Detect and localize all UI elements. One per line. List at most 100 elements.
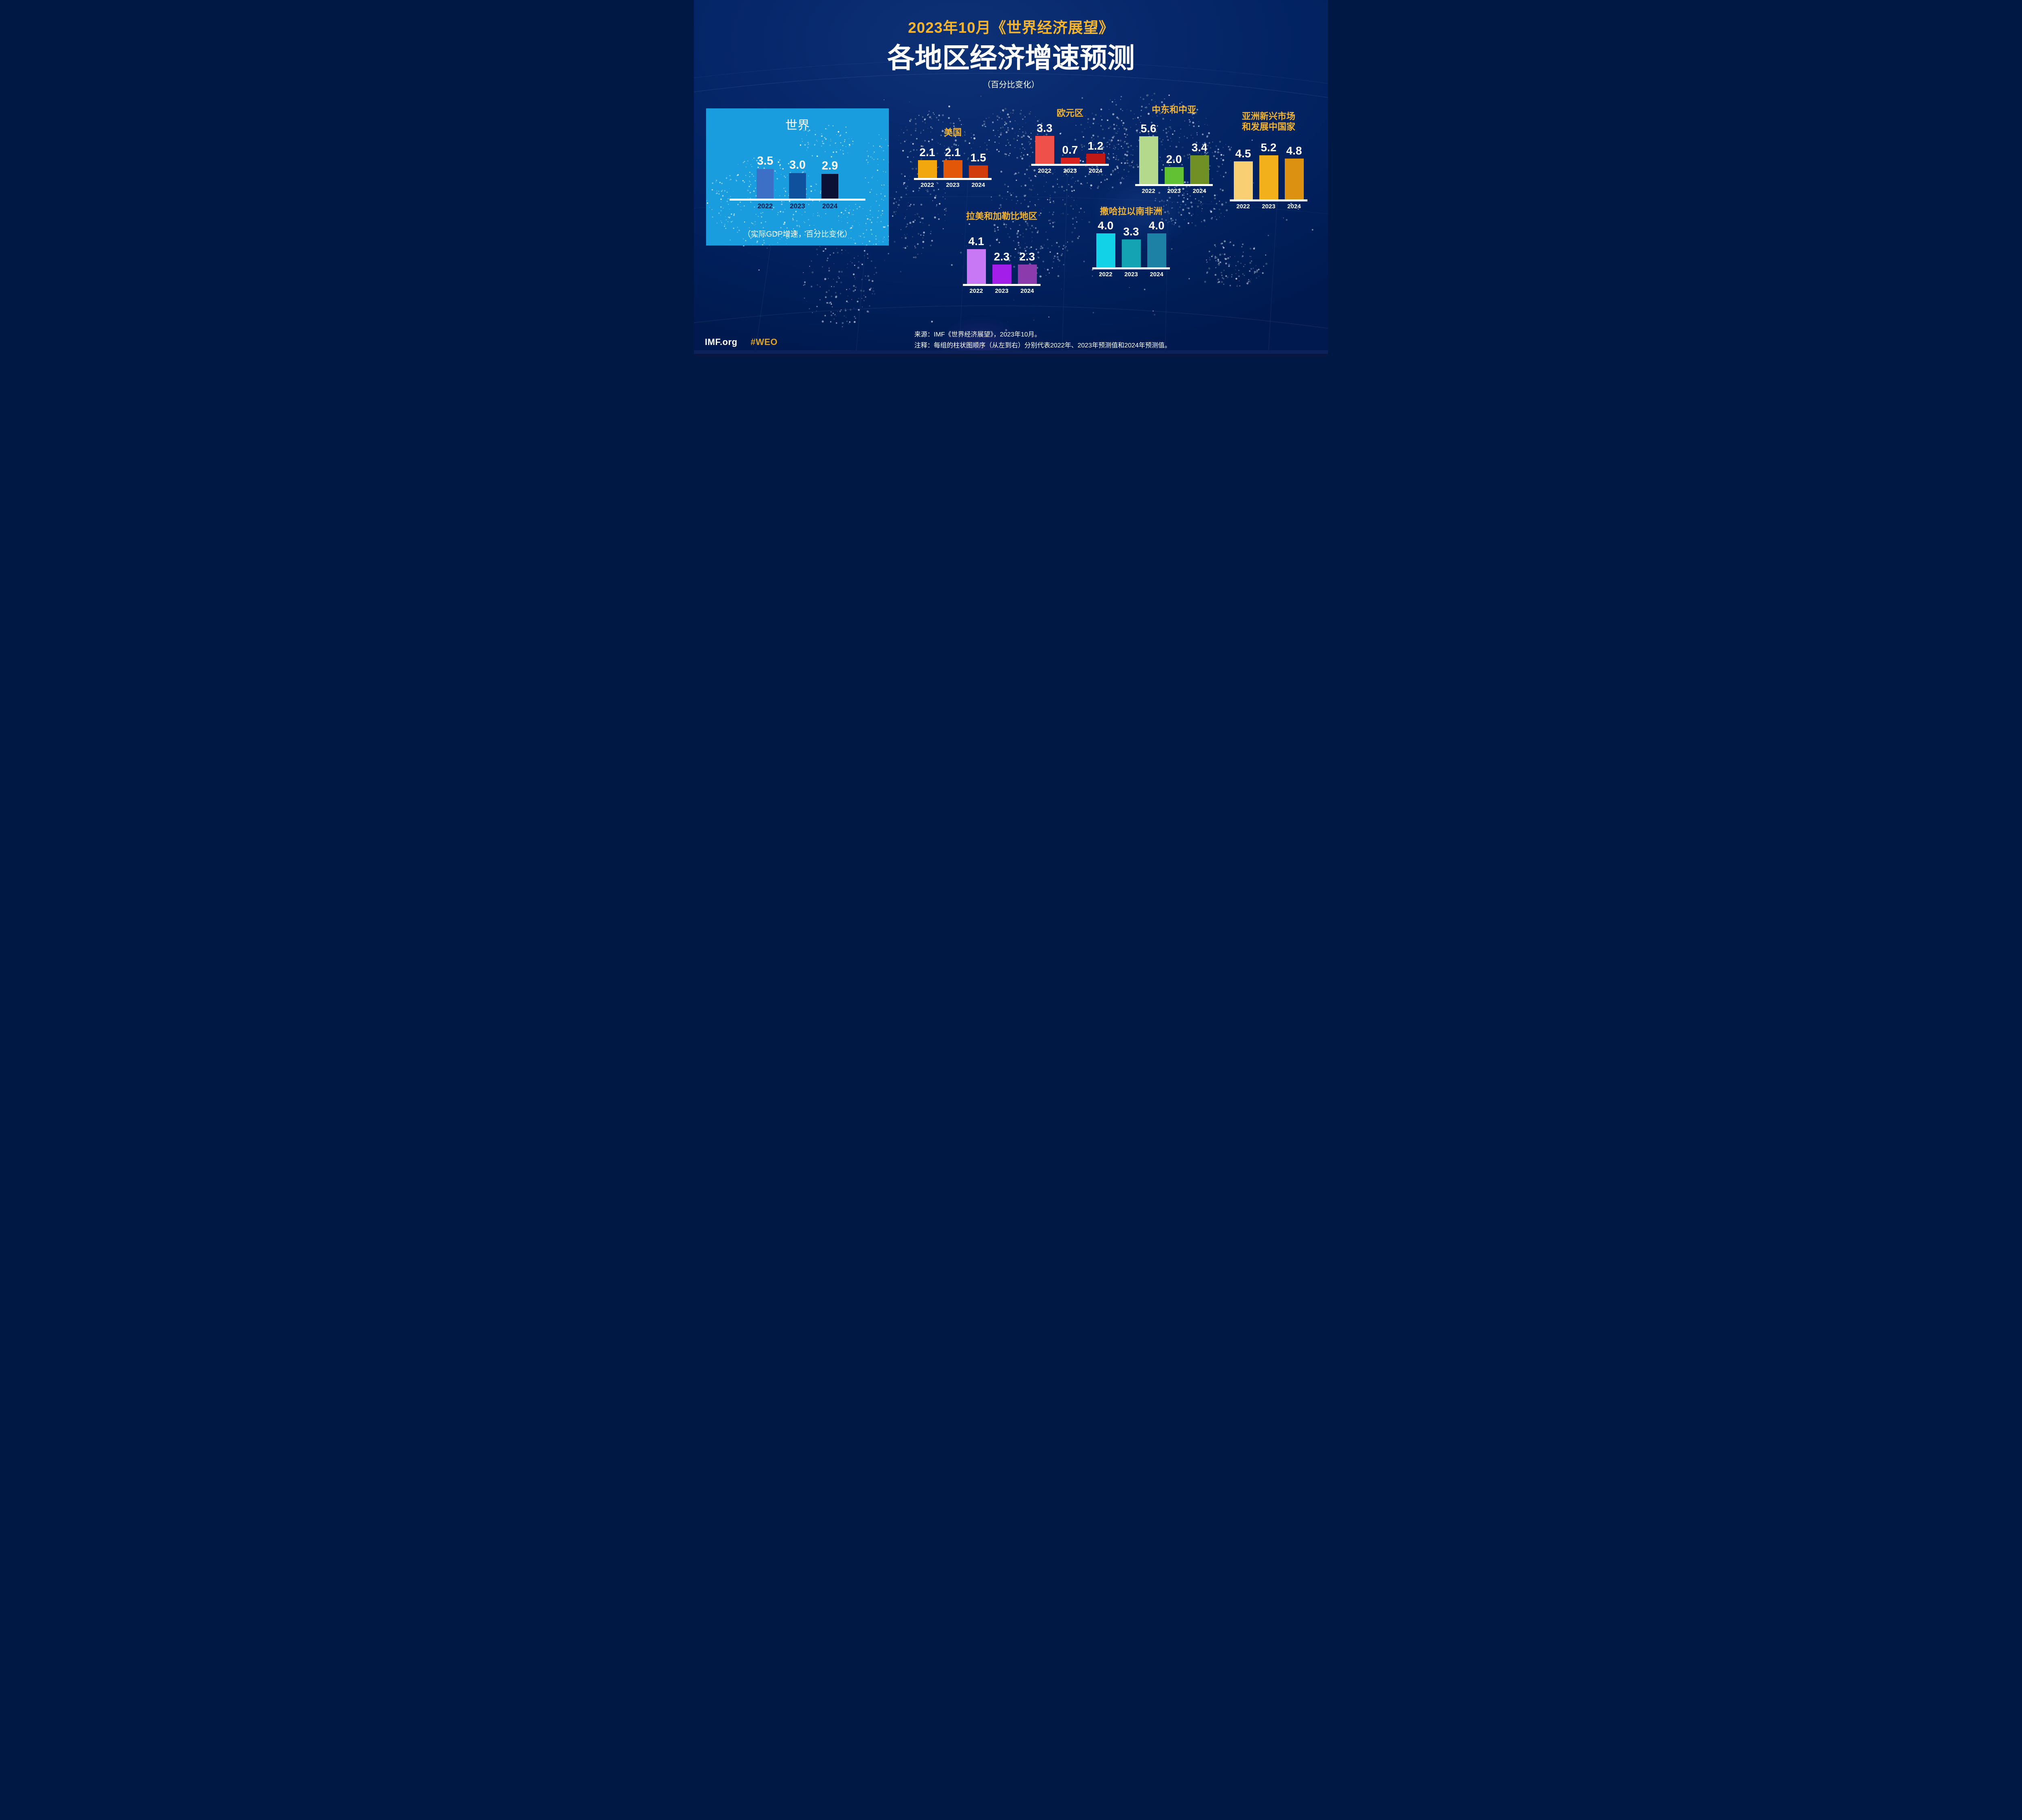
year-label-2022: 2022 xyxy=(1099,271,1113,278)
bar-column-2022: 4.0 xyxy=(1096,220,1115,267)
region-bars: 3.3 0.7 1.2 xyxy=(1035,121,1105,164)
bar-column-2022: 4.1 xyxy=(967,235,986,284)
region-chart-sub-saharan-africa: 撒哈拉以南非洲 4.0 3.3 4.0 2022 2023 2024 xyxy=(1088,206,1174,278)
bar-value-2023: 5.2 xyxy=(1261,141,1277,154)
region-bars: 5.6 2.0 3.4 xyxy=(1139,123,1209,184)
bar-2024 xyxy=(1086,153,1105,164)
bar-column-2024: 1.5 xyxy=(969,152,988,178)
region-bars: 4.1 2.3 2.3 xyxy=(967,235,1037,284)
bar-column-2023: 2.1 xyxy=(943,146,962,178)
year-label-2023: 2023 xyxy=(1063,167,1077,174)
bar-2022 xyxy=(967,249,986,284)
year-label-2024: 2024 xyxy=(1150,271,1163,278)
region-chart-latin-america-caribbean: 拉美和加勒比地区 4.1 2.3 2.3 2022 2023 2024 xyxy=(959,211,1045,295)
bar-value-2022: 3.3 xyxy=(1036,121,1053,134)
bar-value-2022: 4.1 xyxy=(968,235,984,248)
year-label-2022: 2022 xyxy=(1236,203,1250,210)
bar-column-2023: 5.2 xyxy=(1259,142,1278,199)
bar-value-2024: 1.2 xyxy=(1087,139,1104,152)
weo-hashtag: #WEO xyxy=(751,337,778,347)
year-label-2023: 2023 xyxy=(946,182,960,188)
year-label-2024: 2024 xyxy=(1020,288,1034,294)
region-years: 2022 2023 2024 xyxy=(1096,271,1166,278)
bar-value-2024: 3.4 xyxy=(1191,141,1208,154)
bar-column-2022: 4.5 xyxy=(1233,147,1253,199)
year-label-2023: 2023 xyxy=(1124,271,1138,278)
year-label-2022: 2022 xyxy=(1142,188,1155,195)
region-chart-emerging-developing-asia: 亚洲新兴市场 和发展中国家 4.5 5.2 4.8 2022 2023 2024 xyxy=(1226,111,1311,210)
year-label-2023: 2023 xyxy=(995,288,1009,294)
bar-column-2022: 2.1 xyxy=(918,146,937,178)
bar-value-2022: 5.6 xyxy=(1140,122,1157,135)
bar-value-2022: 3.5 xyxy=(757,154,774,167)
bar-2022 xyxy=(757,169,774,199)
region-bars: 4.0 3.3 4.0 xyxy=(1096,220,1166,267)
year-label-2022: 2022 xyxy=(757,202,773,210)
bar-2024 xyxy=(821,174,838,199)
region-baseline xyxy=(914,178,992,180)
world-panel-dot-map xyxy=(706,125,889,245)
region-baseline xyxy=(963,284,1041,286)
weo-infographic: 2023年10月《世界经济展望》 各地区经济增速预测 （百分比变化） 世界 3.… xyxy=(694,0,1328,357)
bar-2023 xyxy=(992,264,1011,284)
bar-value-2024: 1.5 xyxy=(970,151,986,164)
bar-value-2022: 2.1 xyxy=(919,146,935,159)
bar-value-2023: 0.7 xyxy=(1062,144,1078,157)
bar-value-2022: 4.0 xyxy=(1098,219,1114,232)
bar-column-2024: 2.3 xyxy=(1017,251,1037,284)
region-title: 中东和中亚 xyxy=(1151,105,1196,115)
region-title: 美国 xyxy=(943,127,962,138)
bar-value-2024: 4.8 xyxy=(1286,144,1302,157)
bar-2023 xyxy=(943,160,962,178)
bar-2024 xyxy=(969,165,988,178)
region-baseline xyxy=(1092,267,1170,269)
bar-column-2023: 2.3 xyxy=(992,251,1011,284)
imf-site-label: IMF.org xyxy=(705,337,738,347)
bar-2022 xyxy=(1139,136,1158,184)
bar-column-2023: 2.0 xyxy=(1164,154,1184,184)
bar-value-2023: 3.0 xyxy=(789,159,806,171)
bar-column-2024: 2.9 xyxy=(821,160,838,199)
bar-column-2023: 0.7 xyxy=(1060,144,1080,164)
bar-column-2023: 3.0 xyxy=(789,159,806,199)
year-label-2023: 2023 xyxy=(790,202,805,210)
year-label-2024: 2024 xyxy=(1089,167,1102,174)
region-bars: 2.1 2.1 1.5 xyxy=(918,146,988,178)
region-baseline xyxy=(1031,164,1109,166)
world-caption: （实际GDP增速，百分比变化） xyxy=(743,230,852,239)
region-chart-usa: 美国 2.1 2.1 1.5 2022 2023 2024 xyxy=(910,127,996,189)
region-chart-middle-east-central-asia: 中东和中亚 5.6 2.0 3.4 2022 2023 2024 xyxy=(1131,105,1217,195)
region-baseline xyxy=(1230,199,1307,201)
region-years: 2022 2023 2024 xyxy=(918,182,988,189)
note-line: 注释：每组的柱状图顺序（从左到右）分别代表2022年、2023年预测值和2024… xyxy=(914,342,1171,349)
bar-2022 xyxy=(1035,135,1054,164)
year-label-2022: 2022 xyxy=(969,288,983,294)
bar-2023 xyxy=(1121,239,1141,267)
year-label-2022: 2022 xyxy=(920,182,934,188)
bar-column-2022: 3.5 xyxy=(757,155,774,199)
bar-2023 xyxy=(1060,158,1080,164)
bar-column-2024: 3.4 xyxy=(1190,142,1209,184)
bar-value-2023: 3.3 xyxy=(1123,225,1139,238)
region-chart-euro-area: 欧元区 3.3 0.7 1.2 2022 2023 2024 xyxy=(1027,108,1113,175)
year-label-2023: 2023 xyxy=(1167,188,1181,195)
region-years: 2022 2023 2024 xyxy=(1139,188,1209,195)
bar-2024 xyxy=(1284,159,1304,199)
bar-value-2023: 2.1 xyxy=(945,146,961,159)
bottom-strip xyxy=(694,350,1328,357)
year-label-2024: 2024 xyxy=(1287,203,1301,210)
bar-2022 xyxy=(1233,161,1253,199)
year-label-2023: 2023 xyxy=(1262,203,1275,210)
year-label-2022: 2022 xyxy=(1038,167,1051,174)
bar-2024 xyxy=(1017,264,1037,284)
world-bars: 3.5 3.0 2.9 xyxy=(706,155,889,199)
world-title: 世界 xyxy=(785,119,810,132)
bar-value-2024: 2.9 xyxy=(821,159,838,173)
bar-2024 xyxy=(1190,155,1209,184)
bar-value-2022: 4.5 xyxy=(1235,147,1251,160)
bar-column-2022: 5.6 xyxy=(1139,123,1158,184)
report-kicker: 2023年10月《世界经济展望》 xyxy=(908,19,1114,36)
bar-column-2024: 1.2 xyxy=(1086,140,1105,164)
year-label-2024: 2024 xyxy=(1193,188,1206,195)
bar-2023 xyxy=(789,173,806,199)
